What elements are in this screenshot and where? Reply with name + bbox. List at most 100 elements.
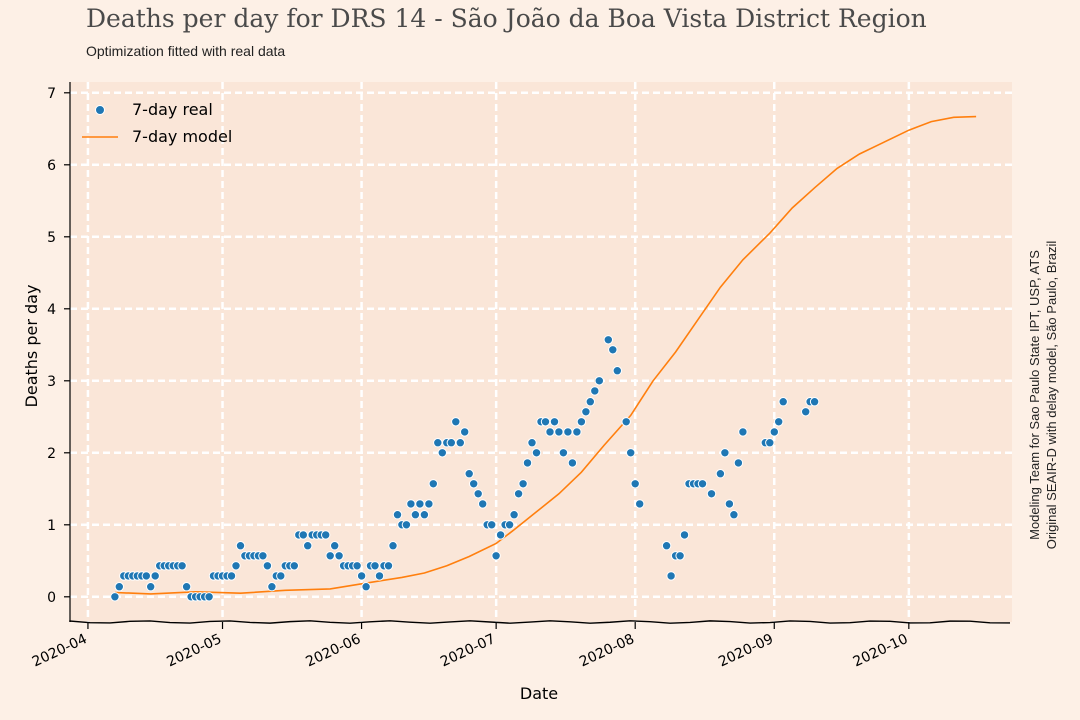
x-tick-label: 2020-08 [577, 631, 637, 670]
real-point [531, 448, 542, 458]
real-point [361, 582, 371, 592]
real-point [733, 458, 744, 468]
real-point [549, 417, 560, 427]
x-tick-label: 2020-06 [303, 631, 363, 670]
real-point [455, 438, 465, 448]
real-point [778, 397, 788, 407]
real-point [518, 479, 528, 489]
real-point [330, 541, 340, 551]
real-point [581, 407, 591, 417]
real-point [572, 427, 582, 437]
real-point [464, 469, 474, 479]
model-line [114, 115, 977, 595]
real-point [594, 376, 604, 386]
real-point [428, 479, 438, 489]
real-point [522, 458, 533, 468]
real-point [590, 386, 600, 396]
real-point [424, 499, 434, 509]
real-point [621, 417, 631, 427]
real-point [181, 582, 192, 592]
real-point [392, 510, 403, 520]
real-point [415, 499, 425, 509]
real-point [204, 592, 214, 602]
y-tick-label: 7 [47, 86, 56, 102]
real-point [720, 448, 730, 458]
y-tick-label: 1 [47, 518, 56, 534]
y-tick-label: 0 [47, 590, 56, 606]
x-axis-line [69, 620, 1011, 624]
real-point [729, 510, 739, 520]
real-point [289, 561, 299, 571]
real-point [504, 520, 515, 530]
real-point [146, 582, 156, 592]
real-point [630, 479, 640, 489]
real-point [478, 499, 488, 509]
chart-subtitle: Optimization fitted with real data [86, 43, 286, 59]
real-point [235, 541, 246, 551]
real-point [495, 530, 506, 540]
credits-line-2: Original SEAIR-D with delay model, São P… [1044, 240, 1059, 550]
legend-model-label: 7-day model [132, 127, 232, 146]
credits: Modeling Team for Sao Paulo State IPT, U… [1026, 241, 1060, 550]
y-tick-label: 4 [47, 302, 56, 318]
real-point [451, 417, 461, 427]
legend: 7-day real 7-day model [82, 100, 232, 146]
x-tick-label: 2020-05 [164, 631, 224, 670]
real-point [558, 448, 569, 458]
x-axis-label: Date [520, 684, 558, 703]
legend-real-label: 7-day real [132, 100, 213, 119]
real-point [473, 489, 483, 499]
real-point [809, 397, 820, 407]
real-point [774, 417, 784, 427]
real-point [666, 571, 676, 581]
real-point [231, 561, 241, 571]
model-series [114, 115, 977, 595]
real-point [352, 561, 362, 571]
x-tick-label: 2020-07 [438, 631, 498, 670]
real-point [410, 510, 421, 520]
real-point [626, 448, 636, 458]
real-point [545, 427, 555, 437]
real-point [437, 448, 447, 458]
real-point [513, 489, 524, 499]
grid-lines [70, 82, 1012, 622]
real-point [608, 345, 618, 355]
real-point [276, 571, 286, 581]
real-point [374, 571, 385, 581]
real-point [509, 510, 519, 520]
real-point [603, 335, 613, 345]
real-point [226, 571, 237, 581]
real-point [177, 561, 187, 571]
real-point [406, 499, 416, 509]
real-point [150, 571, 160, 581]
credits-line-1: Modeling Team for Sao Paulo State IPT, U… [1027, 250, 1042, 540]
real-point [567, 458, 578, 468]
real-point [419, 510, 430, 520]
real-point [675, 551, 685, 561]
real-point [334, 551, 344, 561]
x-tick-label: 2020-09 [716, 631, 776, 670]
real-point [612, 366, 622, 376]
real-point [383, 561, 394, 571]
y-tick-label: 6 [47, 158, 56, 174]
real-point [433, 438, 443, 448]
real-point [540, 417, 551, 427]
real-point [697, 479, 708, 489]
real-point [460, 427, 470, 437]
real-point [738, 427, 748, 437]
y-tick-label: 2 [47, 446, 56, 462]
real-point [262, 561, 273, 571]
x-tick-label: 2020-10 [851, 631, 911, 670]
y-tick-label: 5 [47, 230, 56, 246]
real-point [706, 489, 717, 499]
real-point [298, 530, 308, 540]
real-point [114, 582, 125, 592]
real-point [491, 551, 501, 561]
real-point [769, 427, 779, 437]
real-point [487, 520, 497, 530]
real-point [679, 530, 690, 540]
real-point [446, 438, 456, 448]
real-point [554, 427, 564, 437]
x-tick-label: 2020-04 [30, 631, 90, 670]
